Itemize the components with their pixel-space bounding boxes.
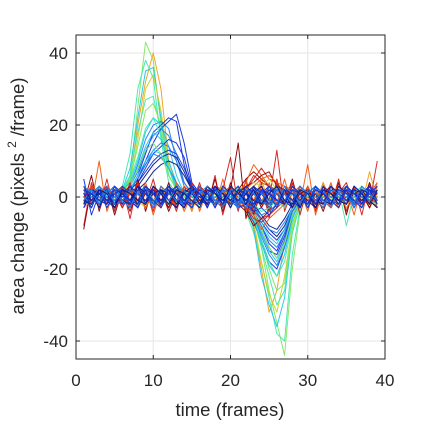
x-tick-label: 10	[144, 371, 163, 390]
x-tick-label: 30	[298, 371, 317, 390]
x-tick-label: 40	[376, 371, 395, 390]
series-line-82	[83, 185, 378, 209]
y-tick-label: 20	[49, 116, 68, 135]
x-tick-label: 20	[221, 371, 240, 390]
y-axis-label-tail: /frame)	[7, 77, 28, 136]
y-axis-label-superscript: 2	[5, 141, 19, 148]
series-lines	[83, 41, 378, 356]
x-tick-label: 0	[71, 371, 80, 390]
axis-labels: time (frames) area change (pixels 2 /fra…	[0, 77, 285, 420]
y-tick-label: -20	[43, 260, 68, 279]
axes-frame	[75, 34, 386, 360]
series-line-77	[83, 185, 378, 209]
series-line-83	[83, 185, 378, 209]
y-tick-label: 0	[59, 188, 68, 207]
y-axis-label-main: area change (pixels	[7, 153, 28, 314]
x-axis-label: time (frames)	[176, 399, 285, 420]
tick-labels: 0 10 20 30 40 -40 -20 0 20 40	[43, 44, 394, 390]
y-tick-label: 40	[49, 44, 68, 63]
series-line-81	[83, 185, 378, 209]
y-tick-label: -40	[43, 332, 68, 351]
y-axis-label: area change (pixels 2 /frame)	[0, 77, 28, 314]
